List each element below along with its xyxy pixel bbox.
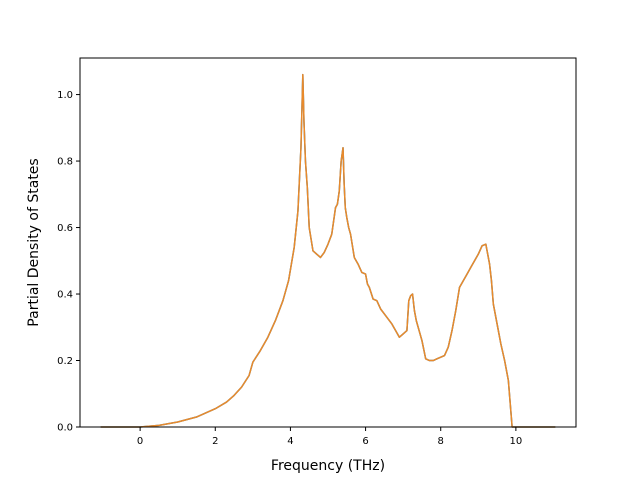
series-line: [100, 73, 556, 428]
x-axis-ticks: 0 2 4 6 8 10: [137, 427, 522, 447]
y-tick-label: 0.8: [57, 157, 73, 168]
y-axis-title: Partial Density of States: [26, 158, 42, 326]
x-tick-label: 8: [438, 436, 444, 447]
plot-area: [100, 73, 556, 428]
y-tick-label: 1.0: [57, 90, 73, 101]
y-tick-label: 0.2: [57, 356, 73, 367]
y-tick-label: 0.4: [57, 290, 73, 301]
y-axis-ticks: 0.0 0.2 0.4 0.6 0.8 1.0: [57, 90, 80, 434]
x-tick-label: 0: [137, 436, 143, 447]
x-tick-label: 2: [212, 436, 218, 447]
y-tick-label: 0.6: [57, 223, 73, 234]
x-tick-label: 10: [510, 436, 523, 447]
x-axis-title: Frequency (THz): [271, 458, 385, 474]
x-tick-label: 6: [362, 436, 368, 447]
x-tick-label: 4: [287, 436, 293, 447]
axes-frame: [79, 57, 577, 428]
y-tick-label: 0.0: [57, 423, 73, 434]
